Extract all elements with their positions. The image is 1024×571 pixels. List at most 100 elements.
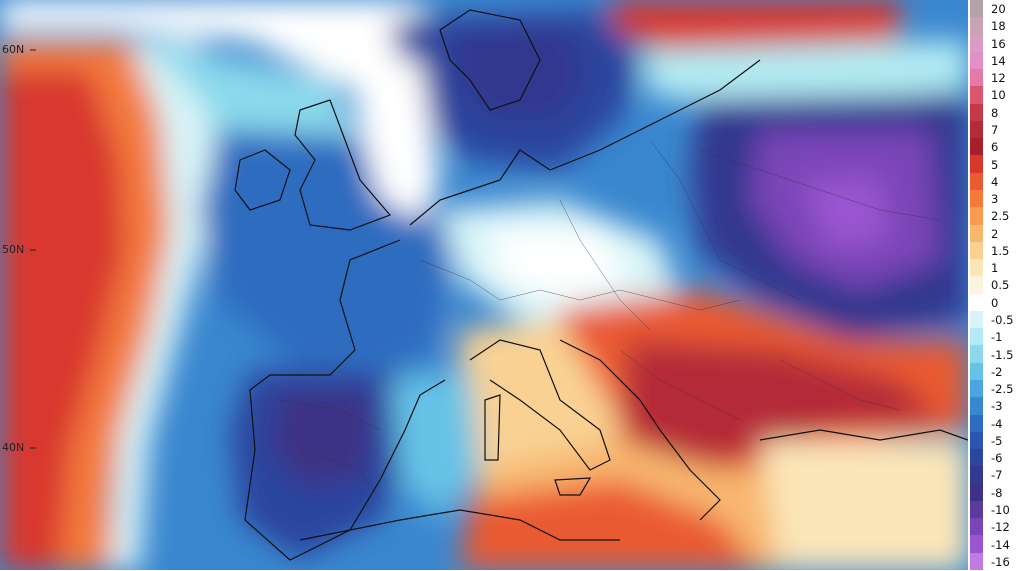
legend-row: -1 <box>968 328 1024 347</box>
legend-row: -1.5 <box>968 345 1024 364</box>
legend-row: 20 <box>968 0 1024 19</box>
legend-row: 8 <box>968 103 1024 122</box>
legend-row: -2 <box>968 362 1024 381</box>
legend-swatch <box>970 172 983 191</box>
legend-row: 4 <box>968 172 1024 191</box>
legend-row: -6 <box>968 449 1024 468</box>
legend-row: -14 <box>968 535 1024 554</box>
italy-coast <box>469 339 611 471</box>
legend-swatch <box>970 449 983 468</box>
legend-swatch <box>970 207 983 226</box>
north-africa-coast <box>299 509 620 541</box>
legend-swatch <box>970 241 983 261</box>
legend-row: 2.5 <box>968 207 1024 226</box>
legend-swatch <box>970 535 983 554</box>
color-scale-legend: 20 18 16 14 12 10 8 7 6 5 4 3 2.5 2 1.5 1 0.5 0 -0.5 -1 -1.5… <box>968 0 1024 571</box>
legend-row: 0.5 <box>968 276 1024 295</box>
legend-value: -4 <box>991 416 1003 431</box>
legend-value: 4 <box>991 174 999 189</box>
legend-row: 14 <box>968 51 1024 71</box>
legend-row: 18 <box>968 17 1024 36</box>
legend-value: 0 <box>991 295 999 310</box>
east-europe-peak <box>800 175 890 250</box>
north-sea-neutral <box>350 60 440 220</box>
legend-swatch <box>970 397 983 416</box>
legend-swatch <box>970 483 983 502</box>
legend-swatch <box>970 69 983 88</box>
legend-value: -6 <box>991 451 1003 466</box>
legend-value: 2 <box>991 226 999 241</box>
legend-value: -7 <box>991 468 1003 483</box>
lat-label-50n: 50N <box>2 243 25 256</box>
legend-row: 7 <box>968 120 1024 140</box>
british-isles-coast <box>234 149 291 211</box>
legend-swatch <box>970 518 983 537</box>
north-africa-warm <box>460 480 760 570</box>
east-mediterranean-light <box>760 440 968 570</box>
legend-swatch <box>970 362 983 381</box>
legend-row: 2 <box>968 224 1024 243</box>
legend-row: -0.5 <box>968 310 1024 330</box>
border-line <box>299 449 381 501</box>
legend-swatch <box>970 466 983 485</box>
legend-swatch <box>970 224 983 243</box>
regional-borders <box>279 139 941 501</box>
legend-swatch <box>970 328 983 347</box>
legend-row: 1.5 <box>968 241 1024 261</box>
legend-value: 1 <box>991 261 999 276</box>
legend-row: -2.5 <box>968 380 1024 399</box>
legend-swatch <box>970 500 983 520</box>
legend-value: 16 <box>991 36 1006 51</box>
lat-label-60n: 60N <box>2 43 25 56</box>
legend-row: 12 <box>968 69 1024 88</box>
legend-value: 1.5 <box>991 243 1010 258</box>
scandinavia-coast <box>439 9 541 111</box>
legend-swatch <box>970 138 983 157</box>
legend-swatch <box>970 380 983 399</box>
legend-swatch <box>970 0 983 19</box>
legend-swatch <box>970 345 983 364</box>
legend-value: -12 <box>991 520 1010 535</box>
legend-row: 0 <box>968 293 1024 312</box>
legend-value: -5 <box>991 433 1003 448</box>
border-line <box>619 349 741 421</box>
legend-value: -14 <box>991 537 1010 552</box>
legend-value: 0.5 <box>991 278 1010 293</box>
legend-value: 5 <box>991 157 999 172</box>
legend-swatch <box>970 276 983 295</box>
legend-row: 1 <box>968 259 1024 278</box>
legend-row: -8 <box>968 483 1024 502</box>
atlantic-warm-core <box>0 70 125 570</box>
legend-value: 12 <box>991 71 1006 86</box>
border-line <box>559 199 651 331</box>
border-line <box>419 259 741 311</box>
legend-swatch <box>970 414 983 433</box>
legend-value: -3 <box>991 399 1003 414</box>
turkey-coast <box>759 429 968 441</box>
border-line <box>649 139 801 301</box>
france-iberia-coast <box>244 239 446 561</box>
northeast-light <box>640 40 968 110</box>
legend-value: 2.5 <box>991 209 1010 224</box>
alps-neutral <box>490 230 630 300</box>
legend-swatch <box>970 293 983 312</box>
lat-label-40n: 40N <box>2 441 25 454</box>
legend-value: 7 <box>991 123 999 138</box>
legend-row: -5 <box>968 431 1024 451</box>
legend-value: 6 <box>991 140 999 155</box>
legend-value: -16 <box>991 554 1010 569</box>
legend-value: -1.5 <box>991 347 1014 362</box>
border-line <box>779 359 901 411</box>
legend-swatch <box>970 431 983 451</box>
anomaly-shading <box>0 0 968 570</box>
legend-row: -10 <box>968 500 1024 520</box>
legend-value: 10 <box>991 88 1006 103</box>
lat-ticks <box>30 49 36 449</box>
legend-swatch <box>970 17 983 36</box>
legend-row: -16 <box>968 552 1024 571</box>
legend-swatch <box>970 310 983 330</box>
legend-value: 18 <box>991 19 1006 34</box>
northeast-warm <box>610 0 900 55</box>
legend-swatch <box>970 120 983 140</box>
